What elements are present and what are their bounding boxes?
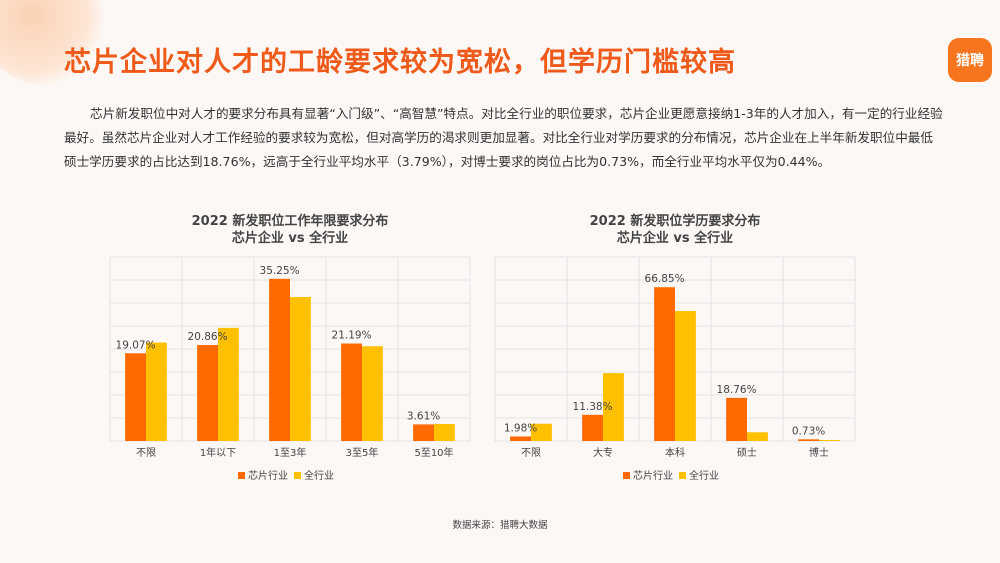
data-label: 35.25% <box>260 265 300 277</box>
chart-legend: 芯片行业 全行业 <box>623 469 719 482</box>
page-title: 芯片企业对人才的工龄要求较为宽松，但学历门槛较高 <box>64 47 736 78</box>
data-label: 3.61% <box>407 410 440 422</box>
description-paragraph: 芯片新发职位中对人才的要求分布具有显著“入门级”、“高智慧”特点。对比全行业的职… <box>64 102 944 174</box>
description-text: 芯片新发职位中对人才的要求分布具有显著“入门级”、“高智慧”特点。对比全行业的职… <box>64 106 943 169</box>
legend-swatch <box>238 472 245 479</box>
category-label: 不限 <box>136 447 156 459</box>
chart-subtitle: 芯片企业 vs 全行业 <box>232 230 348 246</box>
bar-all-3 <box>747 432 768 441</box>
bar-chip-2 <box>654 287 675 441</box>
bar-chip-2 <box>269 278 290 441</box>
bar-all-0 <box>531 423 552 441</box>
bar-chip-0 <box>125 353 146 441</box>
bar-all-4 <box>434 423 455 441</box>
bar-chip-3 <box>726 397 747 441</box>
data-label: 18.76% <box>717 384 757 396</box>
chart-legend: 芯片行业 全行业 <box>238 469 334 482</box>
bar-all-2 <box>290 297 311 441</box>
data-label: 19.07% <box>116 339 156 351</box>
bar-chip-1 <box>197 345 218 441</box>
category-label: 大专 <box>593 446 613 459</box>
bar-chip-4 <box>798 439 819 441</box>
data-label: 21.19% <box>332 330 372 342</box>
chart-title: 2022 新发职位工作年限要求分布 <box>192 213 389 229</box>
data-label: 1.98% <box>504 422 537 434</box>
legend-label: 芯片行业 <box>633 469 673 482</box>
bar-chip-4 <box>413 424 434 441</box>
bar-chip-0 <box>510 436 531 441</box>
bar-chip-3 <box>341 343 362 441</box>
legend-label: 芯片行业 <box>248 469 288 482</box>
chart-subtitle: 芯片企业 vs 全行业 <box>617 230 733 246</box>
category-label: 1至3年 <box>274 446 307 459</box>
legend-label: 全行业 <box>689 469 719 482</box>
category-label: 博士 <box>809 446 829 459</box>
legend-swatch <box>294 472 301 479</box>
category-label: 5至10年 <box>414 446 453 459</box>
bar-chip-1 <box>582 414 603 441</box>
chart-title: 2022 新发职位学历要求分布 <box>590 213 761 229</box>
data-label: 66.85% <box>645 273 685 285</box>
bar-all-3 <box>362 346 383 441</box>
category-label: 1年以下 <box>200 446 236 459</box>
data-label: 0.73% <box>792 425 825 437</box>
legend-swatch <box>623 472 630 479</box>
legend-label: 全行业 <box>304 469 334 482</box>
legend-swatch <box>679 472 686 479</box>
bar-all-1 <box>218 327 239 441</box>
category-label: 不限 <box>521 447 541 459</box>
bar-all-1 <box>603 373 624 441</box>
bar-all-2 <box>675 311 696 441</box>
data-label: 20.86% <box>188 331 228 343</box>
bar-all-0 <box>146 342 167 441</box>
category-label: 硕士 <box>737 446 757 459</box>
category-label: 本科 <box>665 446 685 459</box>
data-source: 数据来源：猎聘大数据 <box>452 520 548 531</box>
education-chart: 2022 新发职位学历要求分布 芯片企业 vs 全行业 1.98% 不限 11.38% 大… <box>485 205 865 495</box>
category-label: 3至5年 <box>346 446 379 459</box>
liepin-logo: 猎聘 <box>948 38 992 82</box>
bar-all-4 <box>819 439 840 441</box>
work-experience-chart: 2022 新发职位工作年限要求分布 芯片企业 vs 全行业 19.07% 不限 20.8… <box>100 205 480 495</box>
data-label: 11.38% <box>573 401 613 413</box>
